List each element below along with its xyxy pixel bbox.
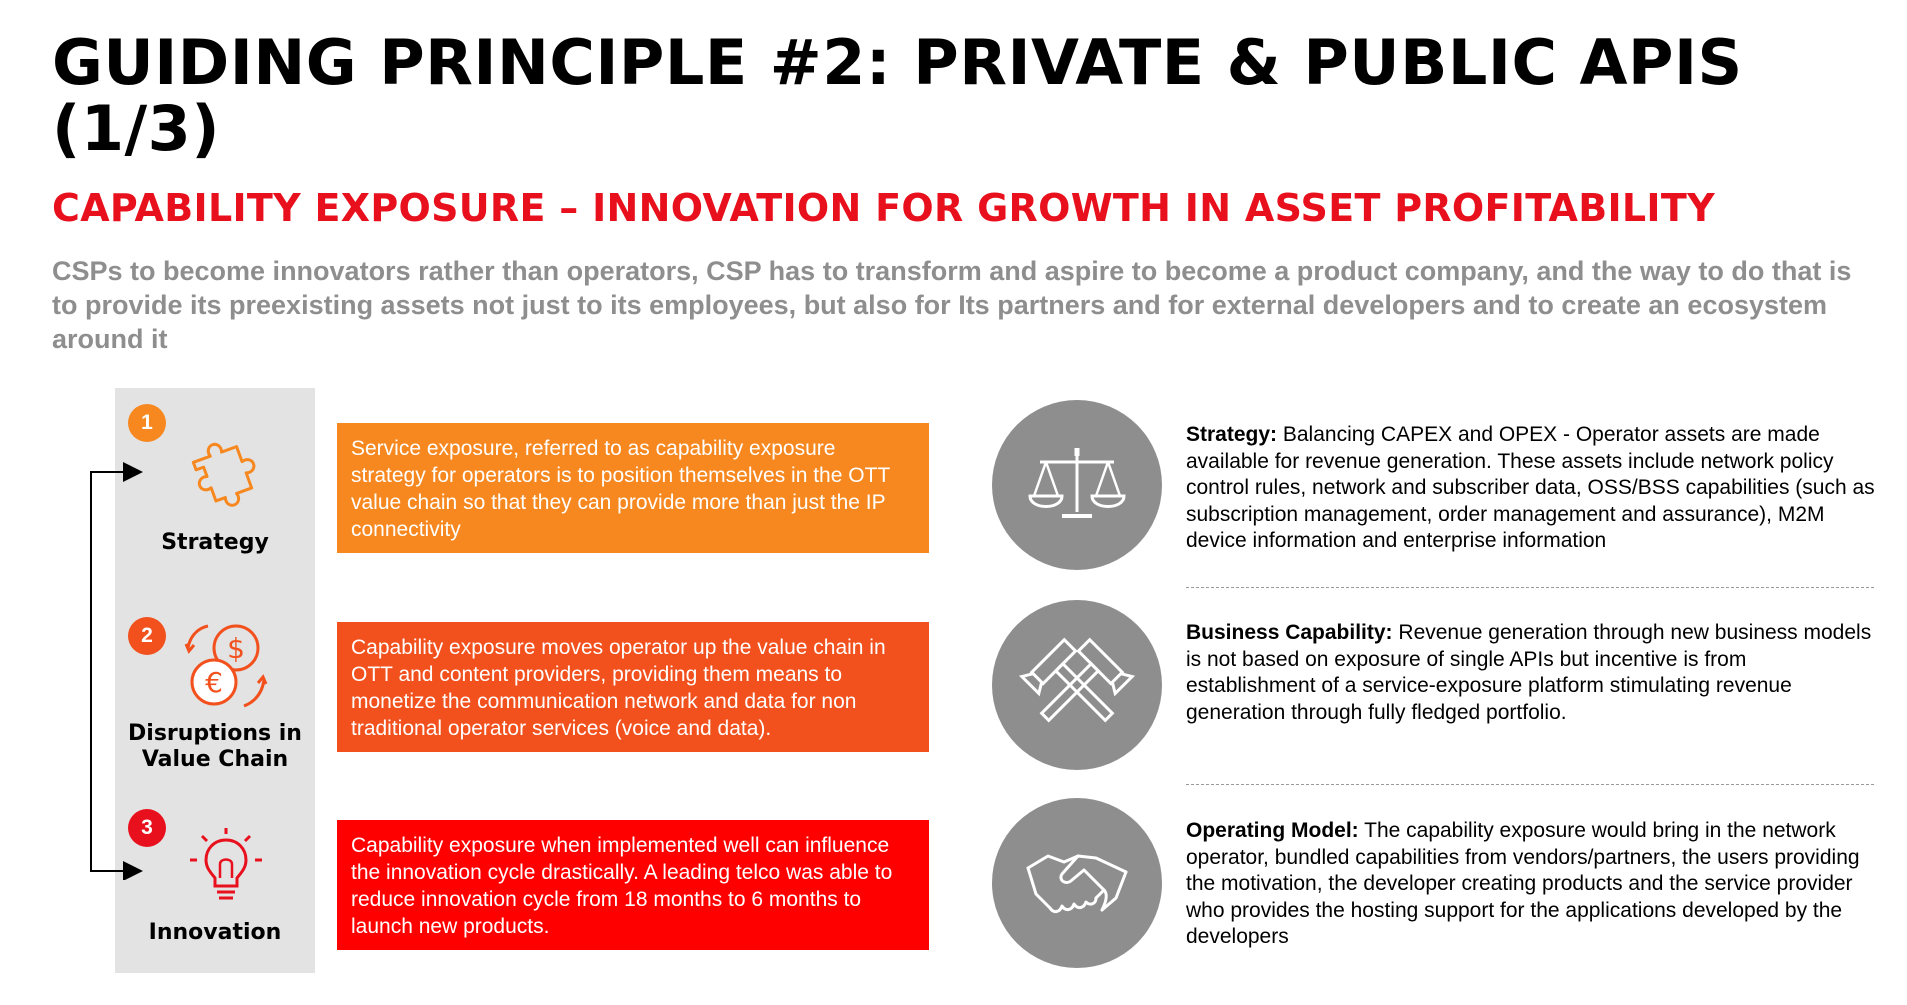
handshake-icon bbox=[1026, 854, 1128, 914]
operating-model-label: Operating Model: bbox=[1186, 819, 1359, 842]
strategy-detail-text: Balancing CAPEX and OPEX - Operator asse… bbox=[1186, 423, 1875, 552]
balance-scale-circle bbox=[992, 400, 1162, 570]
svg-text:€: € bbox=[205, 666, 223, 699]
page-title: GUIDING PRINCIPLE #2: PRIVATE & PUBLIC A… bbox=[52, 26, 1743, 165]
step-3-label: Innovation bbox=[148, 920, 282, 945]
cycle-arrow-icon bbox=[90, 462, 143, 880]
divider bbox=[1186, 784, 1874, 785]
step-1-badge: 1 bbox=[128, 404, 166, 442]
strategy-description: Service exposure, referred to as capabil… bbox=[337, 423, 929, 553]
business-capability-detail: Business Capability: Revenue generation … bbox=[1186, 620, 1876, 726]
strategy-detail: Strategy: Balancing CAPEX and OPEX - Ope… bbox=[1186, 422, 1876, 555]
business-capability-label: Business Capability: bbox=[1186, 621, 1393, 644]
step-2-label: Disruptions in Value Chain bbox=[128, 721, 302, 772]
business-capability-text: Revenue generation through new business … bbox=[1186, 621, 1872, 724]
step-1-label: Strategy bbox=[161, 530, 269, 555]
step-2-badge: 2 bbox=[128, 617, 166, 655]
disruption-description: Capability exposure moves operator up th… bbox=[337, 622, 929, 752]
currency-exchange-icon: $ € bbox=[184, 624, 268, 708]
strategy-detail-label: Strategy: bbox=[1186, 423, 1278, 446]
operating-model-text: The capability exposure would bring in t… bbox=[1186, 819, 1860, 948]
operating-model-detail: Operating Model: The capability exposure… bbox=[1186, 818, 1876, 951]
balance-scale-icon bbox=[1028, 448, 1126, 518]
intro-paragraph: CSPs to become innovators rather than op… bbox=[52, 256, 1852, 354]
crossed-hammers-circle bbox=[992, 600, 1162, 770]
crossed-hammers-icon bbox=[1018, 637, 1136, 723]
page-subtitle: CAPABILITY EXPOSURE – INNOVATION FOR GRO… bbox=[52, 186, 1715, 230]
handshake-circle bbox=[992, 798, 1162, 968]
innovation-description: Capability exposure when implemented wel… bbox=[337, 820, 929, 950]
puzzle-icon bbox=[191, 442, 256, 507]
divider bbox=[1186, 587, 1874, 588]
step-3-badge: 3 bbox=[128, 809, 166, 847]
lightbulb-icon bbox=[190, 828, 262, 900]
svg-text:$: $ bbox=[227, 632, 245, 665]
